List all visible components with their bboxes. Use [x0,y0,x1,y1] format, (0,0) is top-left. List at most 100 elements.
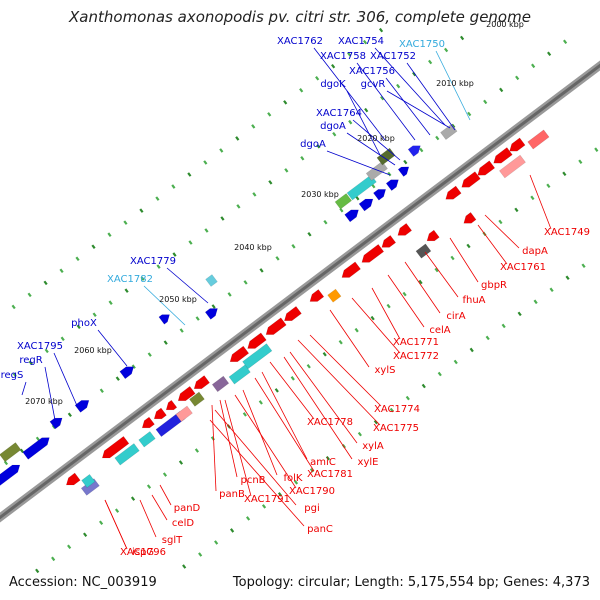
reverse-gene-label: sglT [162,535,183,546]
leader-line [297,339,381,426]
track-dot [210,436,215,441]
track-dot [547,51,552,57]
track-dot [204,228,209,233]
track-dot [370,315,375,321]
track-dot [309,468,315,473]
track-dot [51,556,56,562]
track-dot [331,63,336,69]
track-dot [325,455,331,461]
track-dot [3,460,9,466]
leader-line [406,62,456,131]
reverse-gene-label: dapA [522,246,548,257]
track-dot [171,184,176,189]
track-dot [483,99,488,105]
reverse-feature [114,443,140,466]
track-dot [156,264,161,269]
reverse-gene-label: folK [284,473,303,484]
track-dot [533,299,538,305]
forward-gene-label: XAC1750 [399,39,445,50]
track-dot [220,216,225,221]
forward-gene-label: regS [1,370,24,381]
track-dot [347,51,352,57]
forward-gene-label: gcvR [361,79,386,90]
track-dot [147,352,152,357]
leader-line [374,47,446,126]
reverse-gene-label: XAC1771 [393,337,439,348]
forward-feature [0,442,22,463]
forward-feature [376,147,396,166]
leader-line [97,329,128,367]
reverse-feature [141,416,155,429]
track-dot [274,388,279,393]
track-dot [219,148,224,153]
track-dot [517,311,522,317]
reverse-feature [193,375,210,390]
forward-feature [0,464,21,487]
track-dot [258,400,263,405]
track-dot [373,419,378,425]
reverse-feature [229,345,250,362]
dotted-tracks [3,27,599,574]
track-dot [467,111,472,117]
track-dot [412,71,417,77]
reverse-feature [101,435,130,459]
track-dot [300,156,305,161]
forward-feature [385,179,399,191]
track-dot [421,383,426,389]
reverse-feature [228,364,251,385]
track-dot [386,303,391,309]
reverse-gene-label: XAC1791 [244,494,290,505]
track-dot [267,112,272,117]
track-dot [252,192,257,197]
track-dot [188,240,193,245]
leader-line [386,90,451,129]
reverse-feature [527,129,550,150]
reverse-feature [211,375,230,393]
leader-line [209,419,305,527]
reverse-gene-label: XAC1781 [307,469,353,480]
backbone-core [0,63,600,520]
track-dot [60,336,65,342]
track-dot [434,267,439,273]
track-dot [236,204,241,209]
leader-line [424,251,459,298]
track-dot [114,508,120,513]
forward-feature [49,417,63,430]
leader-line [289,351,358,444]
track-dot [182,564,187,569]
reverse-feature [242,343,273,370]
track-dot [251,124,256,129]
track-dot [338,339,343,345]
track-dot [75,256,80,262]
reverse-feature [463,212,477,224]
track-dot [107,232,112,237]
leader-line [166,267,209,304]
track-dot [195,316,200,321]
track-dot [277,492,283,497]
track-dot [198,552,203,557]
reverse-gene-label: XAC1778 [307,417,353,428]
leader-line [346,90,381,156]
leader-line [313,47,386,141]
leader-line [104,499,128,550]
forward-gene-label: XAC1756 [349,66,395,77]
kbp-ticks: 2000 kbp 2010 kbp 2020 kbp 2030 kbp 2040 kbp… [25,20,524,406]
reverse-feature [509,137,526,152]
track-dot [172,252,177,257]
forward-gene-label: XAC1754 [338,36,384,47]
leader-line [234,394,297,489]
track-dot [131,364,136,369]
reverse-feature [265,317,287,335]
forward-gene-label: regR [19,355,42,366]
kbp-tick-label: 2020 kbp [357,134,395,143]
reverse-gene-label: XAC1790 [289,486,335,497]
leader-line [309,334,382,407]
track-dot [459,35,465,41]
track-dot [268,180,273,185]
reverse-gene-label: XAC1761 [500,262,546,273]
leader-line [484,214,520,249]
reverse-gene-label: pcnB [240,475,265,486]
track-dot [307,232,312,237]
track-dot [354,327,359,333]
track-dot [402,291,407,297]
